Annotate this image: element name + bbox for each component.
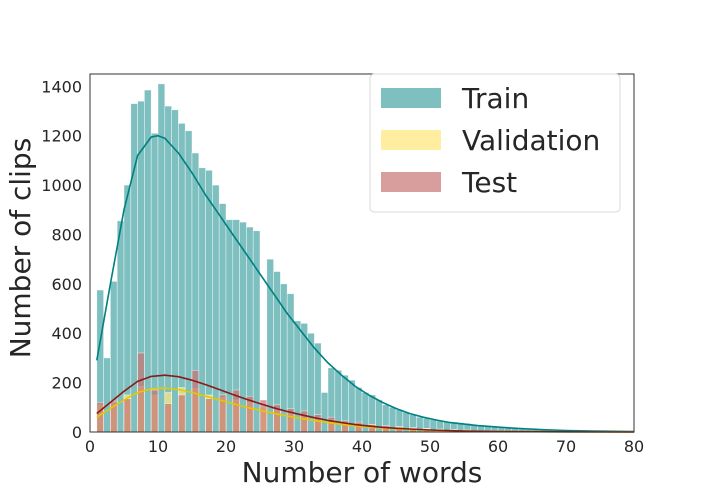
bar-train: [164, 105, 172, 433]
y-tick-label: 800: [51, 225, 82, 244]
bar-train: [320, 392, 329, 433]
bar-test: [164, 403, 172, 433]
bar-test: [123, 398, 132, 433]
bar-test: [191, 369, 200, 433]
bars-test: [96, 352, 458, 433]
x-tick-label: 70: [556, 437, 576, 456]
legend-swatch-train: [381, 88, 441, 108]
x-axis-ticks: 0 10 20 30 40 50 60 70 80: [85, 437, 644, 456]
y-tick-label: 600: [51, 275, 82, 294]
x-tick-label: 30: [284, 437, 304, 456]
legend-label-validation: Validation: [462, 124, 600, 157]
x-tick-label: 10: [148, 437, 168, 456]
x-tick-label: 80: [624, 437, 644, 456]
legend-label-test: Test: [461, 166, 517, 199]
legend: Train Validation Test: [369, 73, 621, 213]
bar-test: [327, 416, 336, 433]
bar-test: [205, 398, 213, 433]
y-tick-label: 400: [51, 324, 82, 343]
legend-swatch-validation: [381, 130, 441, 150]
kde-line-test: [96, 374, 635, 433]
x-tick-label: 50: [420, 437, 440, 456]
legend-swatch-test: [381, 172, 441, 192]
bar-train: [225, 219, 234, 433]
bar-train: [205, 169, 213, 433]
y-tick-label: 1400: [41, 77, 82, 96]
bar-train: [178, 123, 186, 433]
y-tick-label: 1200: [41, 127, 82, 146]
x-axis-title: Number of words: [242, 456, 483, 489]
bar-train: [171, 109, 179, 433]
kde-line-train: [96, 134, 635, 433]
x-tick-label: 20: [216, 437, 236, 456]
bars-train: [96, 83, 574, 433]
kde-curves: [96, 134, 635, 433]
x-tick-label: 40: [352, 437, 372, 456]
x-tick-label: 60: [488, 437, 508, 456]
bar-train: [198, 167, 206, 433]
bar-train: [212, 184, 220, 433]
bar-train: [293, 320, 302, 433]
y-axis-title: Number of clips: [4, 138, 37, 359]
y-tick-label: 0: [72, 423, 82, 442]
bar-train: [103, 357, 111, 433]
bar-test: [178, 394, 186, 433]
y-tick-label: 200: [51, 374, 82, 393]
y-tick-label: 1000: [41, 176, 82, 195]
x-tick-label: 0: [85, 437, 95, 456]
y-axis-ticks: 0 200 400 600 800 1000 1200 1400: [41, 77, 82, 442]
legend-label-train: Train: [461, 82, 529, 115]
bar-train: [150, 132, 159, 433]
bar-train: [184, 130, 193, 433]
plot-frame: [89, 73, 635, 433]
bar-test: [150, 389, 159, 433]
